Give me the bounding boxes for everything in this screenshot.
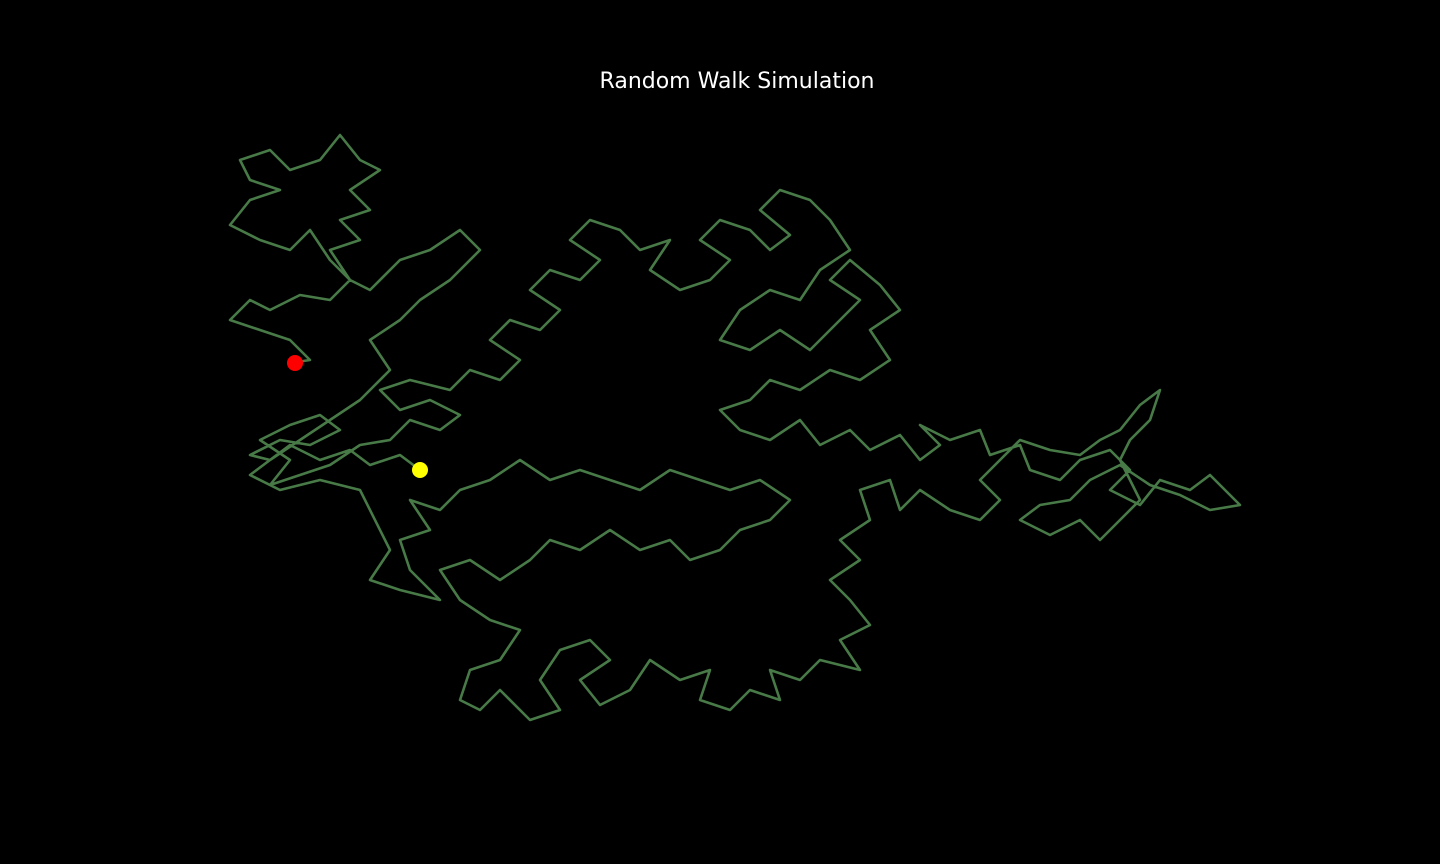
walk-line [228, 133, 1242, 722]
chart-title: Random Walk Simulation [600, 69, 875, 94]
end-marker [287, 355, 303, 371]
start-marker [412, 462, 428, 478]
